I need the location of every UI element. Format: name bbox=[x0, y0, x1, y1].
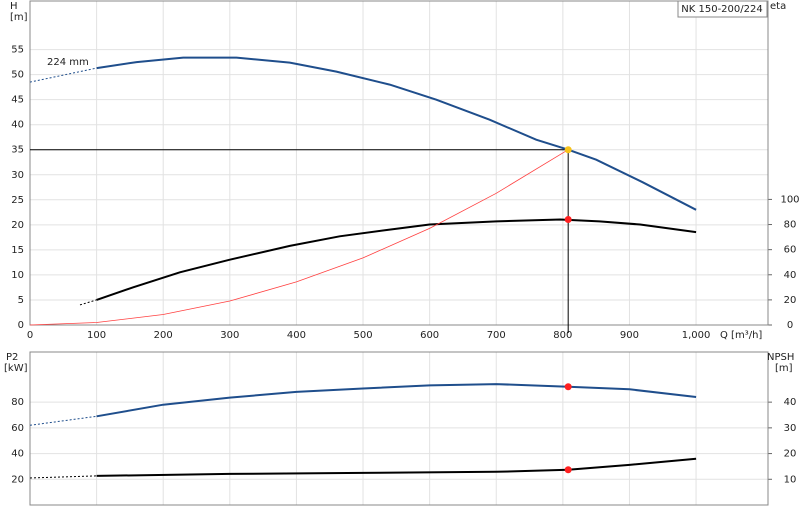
curve bbox=[29, 149, 569, 326]
y-tick-label: 20 bbox=[11, 474, 24, 485]
y-tick-label: 40 bbox=[11, 120, 24, 131]
y-tick-label: 5 bbox=[18, 295, 24, 306]
operating-point bbox=[564, 466, 572, 474]
y-tick-label: 60 bbox=[11, 423, 24, 434]
curve bbox=[29, 415, 97, 426]
y2-tick-label: 10 bbox=[784, 474, 797, 485]
y-tick-label: 55 bbox=[11, 45, 24, 56]
title-box bbox=[677, 0, 768, 18]
curve bbox=[96, 383, 697, 418]
x-tick-label: 0 bbox=[27, 330, 33, 341]
x-tick-label: 900 bbox=[620, 330, 639, 341]
x-tick-label: 600 bbox=[420, 330, 439, 341]
y2-axis-unit: [m] bbox=[775, 363, 793, 374]
y-tick-label: 30 bbox=[11, 170, 24, 181]
y-tick-label: 50 bbox=[11, 70, 24, 81]
x-tick-label: 800 bbox=[553, 330, 572, 341]
y-tick-label: 25 bbox=[11, 195, 24, 206]
plot-frame bbox=[29, 351, 769, 506]
y2-axis-label: NPSH bbox=[767, 352, 794, 363]
y2-tick-label: 100 bbox=[780, 194, 799, 205]
y-axis-unit: [m] bbox=[10, 12, 28, 23]
operating-point bbox=[564, 383, 572, 391]
x-axis-label: Q [m³/h] bbox=[720, 330, 762, 341]
y-tick-label: 35 bbox=[11, 145, 24, 156]
curve-annotation: 224 mm bbox=[47, 57, 89, 68]
x-tick-label: 500 bbox=[353, 330, 372, 341]
chart-title: NK 150-200/224 bbox=[681, 4, 762, 15]
y2-tick-label: 40 bbox=[784, 270, 797, 281]
curve bbox=[79, 299, 97, 306]
y-axis-label: H bbox=[10, 1, 18, 12]
operating-point bbox=[564, 146, 572, 154]
y-axis-label: P2 bbox=[6, 352, 18, 363]
curve bbox=[96, 218, 697, 301]
curve bbox=[96, 56, 697, 211]
y2-tick-label: 80 bbox=[784, 220, 797, 231]
y-tick-label: 0 bbox=[18, 320, 24, 331]
y-tick-label: 40 bbox=[11, 449, 24, 460]
x-tick-label: 100 bbox=[87, 330, 106, 341]
y-tick-label: 45 bbox=[11, 95, 24, 106]
y2-tick-label: 40 bbox=[784, 397, 797, 408]
curve bbox=[96, 457, 697, 477]
y-axis-unit: [kW] bbox=[4, 363, 28, 374]
y2-tick-label: 0 bbox=[787, 320, 793, 331]
operating-point bbox=[564, 216, 572, 224]
x-tick-label: 200 bbox=[154, 330, 173, 341]
curve bbox=[29, 67, 97, 83]
x-tick-label: 300 bbox=[220, 330, 239, 341]
y-tick-label: 20 bbox=[11, 220, 24, 231]
x-tick-label: 1,000 bbox=[682, 330, 711, 341]
plot-frame bbox=[29, 0, 769, 326]
y-tick-label: 15 bbox=[11, 245, 24, 256]
x-tick-label: 700 bbox=[487, 330, 506, 341]
y2-tick-label: 60 bbox=[784, 245, 797, 256]
curve bbox=[29, 475, 97, 479]
y-tick-label: 10 bbox=[11, 270, 24, 281]
y2-tick-label: 30 bbox=[784, 423, 797, 434]
x-tick-label: 400 bbox=[287, 330, 306, 341]
y2-tick-label: 20 bbox=[784, 295, 797, 306]
y2-tick-label: 20 bbox=[784, 449, 797, 460]
y-tick-label: 80 bbox=[11, 397, 24, 408]
y2-axis-label: eta bbox=[770, 1, 786, 12]
